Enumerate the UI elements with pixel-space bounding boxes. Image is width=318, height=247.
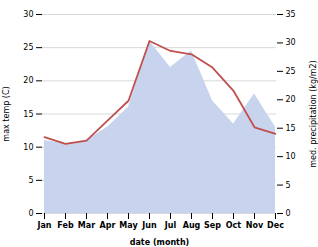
svg-text:med. precipitation (kg/m2): med. precipitation (kg/m2)	[309, 60, 318, 167]
svg-text:Aug: Aug	[183, 221, 201, 230]
svg-text:Feb: Feb	[57, 221, 74, 230]
svg-text:max temp (C): max temp (C)	[2, 86, 11, 141]
svg-text:10: 10	[23, 143, 33, 152]
svg-text:25: 25	[23, 43, 33, 52]
svg-text:Jul: Jul	[164, 221, 177, 230]
svg-text:May: May	[119, 221, 138, 230]
svg-text:15: 15	[286, 124, 296, 133]
svg-text:0: 0	[286, 209, 291, 218]
svg-text:30: 30	[286, 38, 296, 47]
svg-text:30: 30	[23, 10, 33, 19]
svg-text:Mar: Mar	[78, 221, 95, 230]
svg-text:Apr: Apr	[100, 221, 116, 230]
svg-text:5: 5	[28, 176, 33, 185]
svg-text:20: 20	[23, 76, 33, 85]
svg-text:Sep: Sep	[204, 221, 221, 230]
svg-text:20: 20	[286, 95, 296, 104]
svg-text:35: 35	[286, 10, 296, 19]
svg-text:15: 15	[23, 110, 33, 119]
svg-text:0: 0	[28, 209, 33, 218]
svg-text:Jan: Jan	[36, 221, 51, 230]
svg-text:Nov: Nov	[246, 221, 264, 230]
svg-text:5: 5	[286, 181, 291, 190]
svg-text:Dec: Dec	[267, 221, 284, 230]
svg-text:Jun: Jun	[141, 221, 157, 230]
svg-text:Oct: Oct	[226, 221, 242, 230]
svg-text:25: 25	[286, 67, 296, 76]
svg-text:date (month): date (month)	[130, 238, 190, 247]
svg-text:10: 10	[286, 152, 296, 161]
